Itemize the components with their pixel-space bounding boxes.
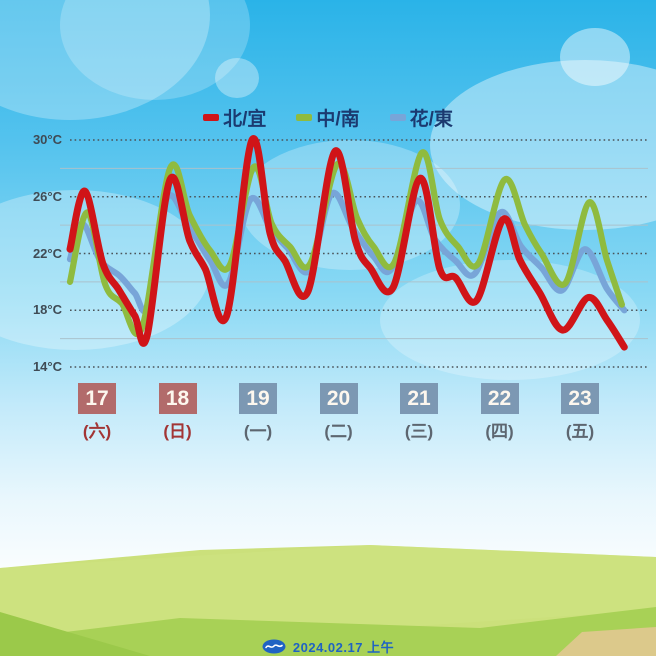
cloud-shape xyxy=(380,260,640,380)
date-cell-23: 23 (五) xyxy=(552,383,608,442)
date-cell-17: 17 (六) xyxy=(69,383,125,442)
cloud-shape xyxy=(215,58,259,98)
legend-swatch-icon xyxy=(389,114,406,121)
chart-legend: 北/宜 中/南 花/東 xyxy=(0,104,656,131)
date-cell-21: 21 (三) xyxy=(391,383,447,442)
legend-label: 中/南 xyxy=(316,109,360,130)
date-cell-20: 20 (二) xyxy=(311,383,367,442)
weekday-label: (四) xyxy=(485,422,514,441)
date-badge: 18 xyxy=(158,383,197,414)
series-line-0 xyxy=(66,135,628,351)
date-badge: 22 xyxy=(480,383,519,414)
y-axis-label: 26°C xyxy=(32,188,62,204)
y-axis-label: 22°C xyxy=(32,245,62,261)
legend-label: 北/宜 xyxy=(223,109,267,130)
date-cell-19: 19 (一) xyxy=(230,383,286,442)
legend-item-east: 花/東 xyxy=(389,104,453,131)
weekday-label: (一) xyxy=(243,422,273,441)
date-cell-18: 18 (日) xyxy=(150,383,206,442)
date-badge: 20 xyxy=(319,383,358,414)
weekday-label: (二) xyxy=(324,422,353,441)
weekday-label: (日) xyxy=(163,422,192,441)
y-axis-label: 14°C xyxy=(32,359,62,374)
weather-bureau-logo-icon xyxy=(262,639,286,654)
legend-swatch-icon xyxy=(203,114,220,121)
date-badge: 23 xyxy=(561,383,599,414)
cloud-shape xyxy=(560,28,630,86)
series-lines xyxy=(66,135,628,351)
footer: 2024.02.17 上午 xyxy=(0,637,656,656)
date-badge: 19 xyxy=(239,383,277,414)
y-axis-label: 30°C xyxy=(32,132,62,147)
weekday-label: (三) xyxy=(404,422,434,441)
weekday-label: (五) xyxy=(565,422,595,441)
legend-item-north: 北/宜 xyxy=(203,104,266,131)
legend-label: 花/東 xyxy=(409,109,453,130)
footer-date-text: 2024.02.17 上午 xyxy=(292,640,395,655)
date-badge: 21 xyxy=(400,383,438,414)
date-cell-22: 22 (四) xyxy=(472,383,528,442)
legend-item-central-south: 中/南 xyxy=(296,104,360,131)
legend-swatch-icon xyxy=(296,114,313,121)
weekday-label: (六) xyxy=(82,422,112,441)
y-axis-label: 18°C xyxy=(32,302,62,318)
date-badge: 17 xyxy=(78,383,116,414)
